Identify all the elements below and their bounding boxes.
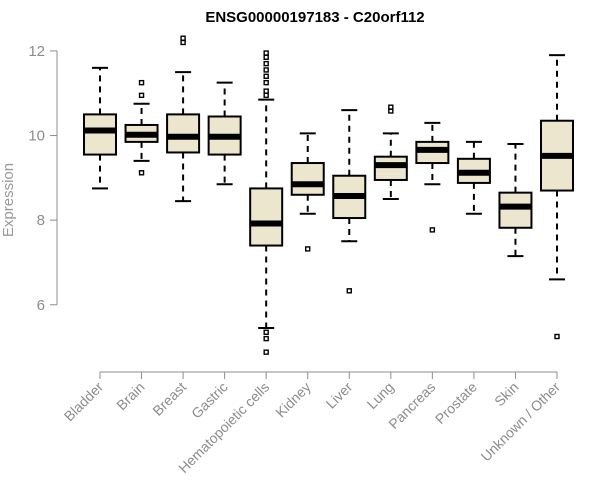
box-body (373, 155, 408, 181)
outlier-point (263, 335, 269, 342)
y-tick-label: 8 (37, 212, 45, 229)
outlier-point (263, 88, 269, 94)
boxes (83, 35, 574, 355)
x-tick-label: Prostate (432, 379, 480, 427)
outlier-point (554, 333, 560, 340)
outlier-point (263, 329, 269, 335)
y-axis: 6 8 10 12 (28, 43, 58, 314)
x-tick-label: Breast (149, 379, 189, 419)
box-group (373, 104, 408, 200)
y-axis-label: Expression (0, 163, 17, 237)
outlier-point (138, 170, 145, 176)
outlier-point (263, 54, 269, 60)
x-tick-label: Brain (113, 379, 147, 413)
y-tick-label: 12 (28, 43, 45, 60)
outlier-point (180, 39, 186, 46)
x-tick-label: Lung (364, 379, 397, 412)
box-group (124, 79, 159, 176)
box-group (415, 121, 450, 233)
box-body (83, 113, 117, 156)
outlier-point (429, 227, 436, 233)
box-body (290, 162, 325, 196)
outlier-point (180, 35, 186, 41)
outlier-point (305, 246, 311, 252)
outlier-point (263, 60, 269, 67)
box-group (498, 143, 533, 258)
box-group (290, 132, 325, 252)
box-body (498, 191, 533, 229)
box-group (332, 109, 367, 294)
outlier-point (263, 79, 269, 86)
outlier-point (263, 349, 269, 355)
outlier-point (388, 104, 394, 110)
box-group (249, 50, 284, 355)
outlier-point (138, 79, 145, 86)
x-tick-label: Kidney (272, 379, 314, 421)
outlier-point (263, 50, 269, 56)
outlier-point (263, 73, 269, 80)
y-tick-label: 10 (28, 128, 45, 145)
box-group (166, 35, 201, 203)
box-body (166, 113, 201, 154)
x-tick-label: Liver (323, 379, 356, 412)
box-group (540, 54, 574, 340)
outlier-point (138, 92, 145, 99)
x-tick-label: Skin (491, 379, 522, 410)
x-tick-label: Bladder (61, 379, 107, 425)
box-group (456, 140, 491, 215)
box-body (249, 187, 284, 247)
y-tick-label: 6 (37, 297, 45, 314)
outlier-point (263, 67, 269, 73)
outlier-point (346, 288, 352, 294)
box-group (207, 81, 242, 186)
box-group (83, 66, 117, 190)
x-tick-label: Unknown / Other (478, 379, 564, 465)
outlier-point (263, 92, 269, 99)
chart-title: ENSG00000197183 - C20orf112 (205, 9, 424, 26)
